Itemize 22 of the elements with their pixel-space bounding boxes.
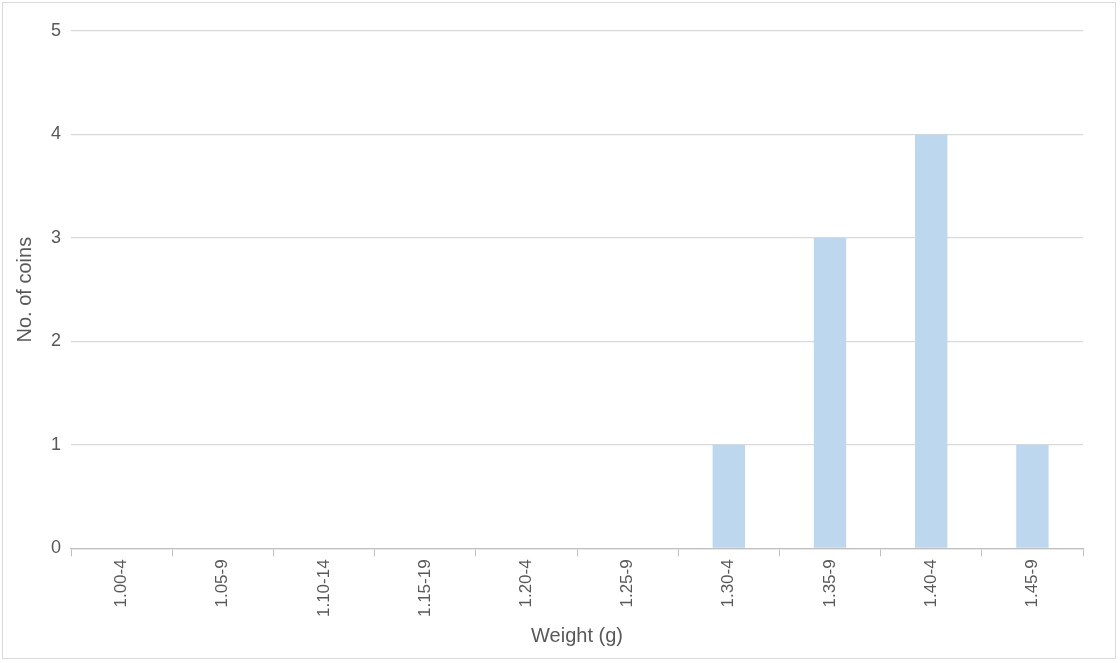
x-tick-label: 1.10-14 — [313, 559, 333, 618]
x-tick-label: 1.30-4 — [718, 559, 738, 608]
x-tick-label: 1.45-9 — [1022, 559, 1042, 608]
bar — [712, 444, 745, 548]
bar — [915, 134, 948, 548]
x-tick-label: 1.05-9 — [212, 559, 232, 608]
x-tick-label: 1.40-4 — [920, 559, 940, 608]
bar — [1016, 444, 1049, 548]
y-tick-label: 1 — [51, 433, 62, 454]
x-tick-label: 1.25-9 — [617, 559, 637, 608]
x-tick-label: 1.20-4 — [516, 559, 536, 608]
y-axis-title: No. of coins — [12, 236, 35, 343]
y-tick-label: 2 — [51, 330, 62, 351]
y-tick-label: 0 — [51, 537, 62, 558]
y-tick-label: 4 — [51, 123, 62, 144]
x-tick-label: 1.15-19 — [414, 559, 434, 618]
x-tick-label: 1.00-4 — [111, 559, 131, 608]
bar — [813, 237, 847, 548]
x-axis-title: Weight (g) — [531, 623, 623, 646]
y-tick-label: 3 — [51, 226, 62, 247]
x-tick-label: 1.35-9 — [819, 559, 839, 608]
y-tick-label: 5 — [51, 19, 62, 40]
